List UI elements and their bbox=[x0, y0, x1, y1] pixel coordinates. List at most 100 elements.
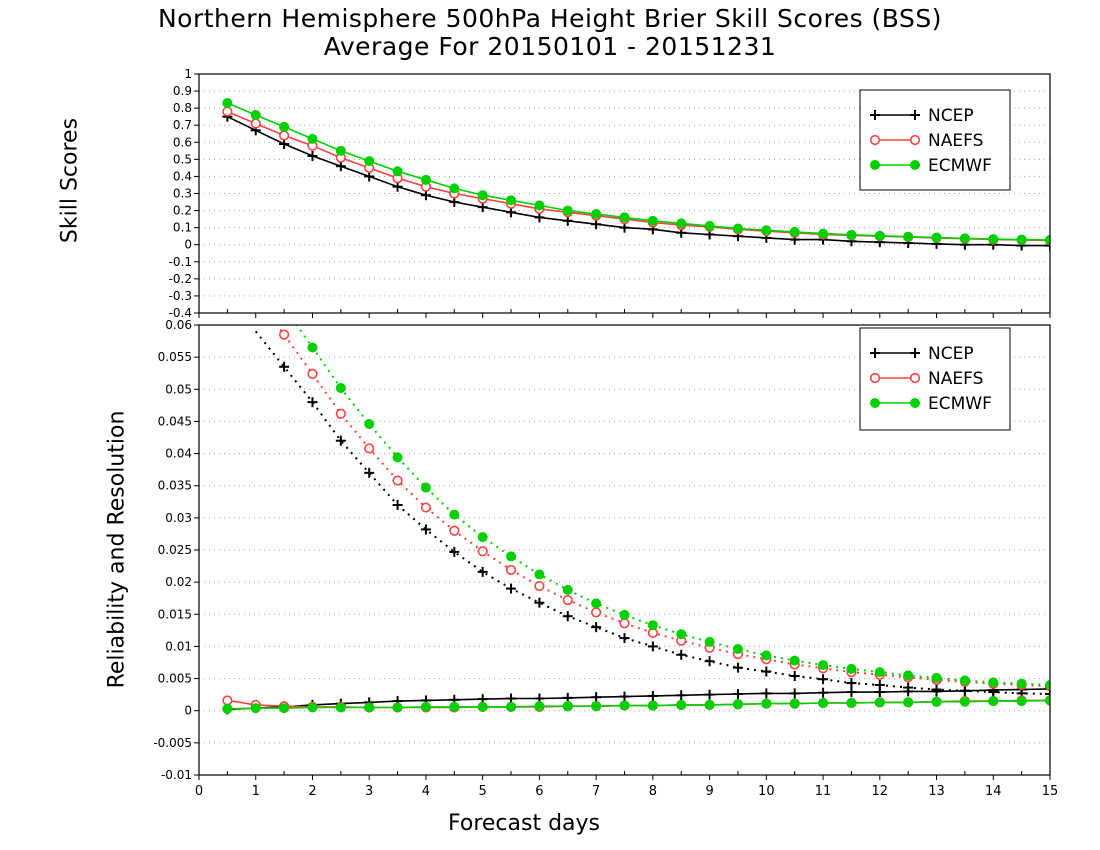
bottom-point-ecmwf bbox=[591, 701, 602, 712]
top-panel: -0.4 -0.3 -0.2 -0.1 0 0.1 0.2 0.3 0.4 0.5 0.6 0.7 0.… bbox=[169, 67, 1051, 320]
top-point-ecmwf bbox=[534, 200, 545, 211]
top-point-ecmwf bbox=[789, 226, 800, 237]
top-legend-label-ncep: NCEP bbox=[928, 106, 974, 126]
bottom-point-ecmwf bbox=[1045, 680, 1050, 690]
bottom-point-naefs bbox=[534, 580, 545, 592]
bottom-y-tick-label: 0.01 bbox=[165, 639, 192, 653]
bottom-series-line-ecmwf bbox=[227, 699, 1050, 710]
bottom-x-tick-label: 7 bbox=[592, 784, 600, 799]
bottom-y-tick-label: 0.02 bbox=[165, 575, 192, 589]
bottom-point-ecmwf bbox=[335, 383, 346, 393]
top-legend-label-naefs: NAEFS bbox=[928, 131, 983, 151]
top-point-naefs bbox=[250, 118, 261, 129]
bottom-point-ecmwf bbox=[903, 697, 914, 708]
bottom-legend-label-naefs: NAEFS bbox=[928, 369, 983, 389]
bottom-point-ecmwf bbox=[420, 701, 431, 712]
top-y-tick-label: 0 bbox=[184, 238, 192, 252]
bottom-point-ecmwf bbox=[591, 598, 602, 609]
top-point-ecmwf bbox=[392, 166, 403, 177]
bottom-point-ecmwf bbox=[676, 629, 687, 640]
bottom-point-ecmwf bbox=[818, 698, 829, 708]
bottom-point-naefs bbox=[449, 525, 460, 536]
bottom-point-ecmwf bbox=[761, 698, 772, 709]
bottom-legend: NCEP NAEFS ECMWF bbox=[859, 327, 1011, 431]
top-point-naefs bbox=[279, 130, 290, 141]
bottom-x-tick-label: 2 bbox=[308, 784, 316, 799]
top-y-tick-label: 1 bbox=[184, 67, 192, 81]
bottom-series-group bbox=[222, 325, 1050, 715]
bottom-point-ecmwf bbox=[506, 551, 517, 562]
bottom-point-ecmwf bbox=[477, 701, 488, 712]
bottom-point-ecmwf bbox=[335, 702, 346, 713]
top-y-tick-label: -0.4 bbox=[169, 306, 192, 320]
bottom-legend-marker-ecmwf bbox=[910, 398, 920, 408]
bottom-point-ecmwf bbox=[1045, 695, 1050, 706]
top-y-tick-label: 0.6 bbox=[173, 135, 192, 149]
bottom-point-ecmwf bbox=[732, 644, 743, 654]
top-y-tick-label: 0.4 bbox=[173, 169, 192, 183]
bottom-point-ecmwf bbox=[874, 667, 885, 678]
top-point-ecmwf bbox=[1045, 234, 1050, 245]
top-point-naefs bbox=[222, 106, 233, 117]
bottom-point-ecmwf bbox=[534, 569, 545, 580]
bottom-point-ecmwf bbox=[846, 698, 857, 708]
bottom-point-ecmwf bbox=[1016, 678, 1027, 689]
bottom-series-line-ecmwf bbox=[295, 325, 1050, 686]
chart-subtitle: Average For 20150101 - 20151231 bbox=[323, 32, 777, 61]
top-legend-marker-naefs bbox=[909, 134, 921, 146]
bottom-legend-marker-ecmwf bbox=[870, 398, 880, 408]
top-point-ecmwf bbox=[307, 133, 318, 144]
top-point-ecmwf bbox=[903, 231, 914, 242]
bottom-legend-marker-naefs bbox=[869, 372, 881, 384]
top-point-ecmwf bbox=[931, 232, 942, 243]
top-y-tick-label: 0.3 bbox=[173, 187, 192, 201]
top-point-ecmwf bbox=[420, 174, 431, 185]
top-point-ecmwf bbox=[959, 233, 970, 244]
top-point-ecmwf bbox=[704, 220, 715, 231]
top-plot-frame bbox=[198, 73, 1051, 314]
top-point-ecmwf bbox=[335, 145, 346, 156]
bottom-legend-label-ncep: NCEP bbox=[928, 344, 974, 364]
top-point-ecmwf bbox=[619, 212, 630, 223]
bottom-point-ecmwf bbox=[647, 700, 658, 711]
bottom-x-tick-label: 3 bbox=[365, 784, 373, 799]
bottom-y-tick-label: -0.01 bbox=[161, 768, 192, 782]
bottom-point-ecmwf bbox=[1016, 696, 1027, 707]
bottom-x-tick-label: 6 bbox=[535, 784, 543, 799]
bottom-point-ecmwf bbox=[619, 700, 630, 711]
bottom-legend-label-ecmwf: ECMWF bbox=[928, 394, 992, 414]
bottom-plot-frame bbox=[198, 324, 1051, 776]
top-legend-marker-naefs bbox=[869, 134, 881, 146]
top-point-ecmwf bbox=[647, 215, 658, 226]
bottom-point-naefs bbox=[364, 443, 375, 454]
top-y-tick-label: -0.3 bbox=[169, 289, 192, 303]
bottom-point-ecmwf bbox=[619, 609, 630, 620]
bottom-point-ecmwf bbox=[506, 701, 517, 712]
bottom-x-tick-label: 5 bbox=[479, 784, 487, 799]
bottom-x-tick-label: 11 bbox=[815, 784, 832, 799]
bottom-y-tick-label: 0.045 bbox=[158, 414, 192, 428]
bottom-y-tick-label: 0.05 bbox=[165, 382, 192, 396]
bottom-y-tick-label: 0.04 bbox=[165, 447, 192, 461]
bottom-x-tick-label: 0 bbox=[195, 784, 203, 799]
bottom-point-ecmwf bbox=[761, 650, 772, 661]
bottom-point-ecmwf bbox=[477, 532, 488, 543]
top-point-ecmwf bbox=[562, 205, 573, 216]
top-point-ecmwf bbox=[449, 183, 460, 194]
bottom-point-naefs bbox=[505, 564, 517, 576]
bottom-legend-box bbox=[859, 327, 1011, 431]
chart-title: Northern Hemisphere 500hPa Height Brier … bbox=[157, 4, 943, 33]
top-legend-marker-ecmwf bbox=[870, 160, 880, 170]
bottom-point-naefs bbox=[222, 695, 233, 706]
bottom-x-tick-label: 9 bbox=[705, 784, 713, 799]
bottom-x-tick-label: 4 bbox=[422, 784, 430, 799]
top-point-ecmwf bbox=[1016, 234, 1027, 245]
bottom-y-tick-label: -0.005 bbox=[153, 736, 192, 750]
bottom-point-ecmwf bbox=[704, 636, 715, 647]
bottom-panel: -0.01 -0.005 0 0.005 0.01 0.015 0.02 0.025 0.03 0… bbox=[153, 318, 1058, 799]
bottom-point-ecmwf bbox=[874, 697, 885, 708]
bottom-point-ecmwf bbox=[818, 660, 829, 671]
bottom-y-tick-label: 0.06 bbox=[165, 318, 192, 332]
top-point-ecmwf bbox=[846, 229, 857, 240]
